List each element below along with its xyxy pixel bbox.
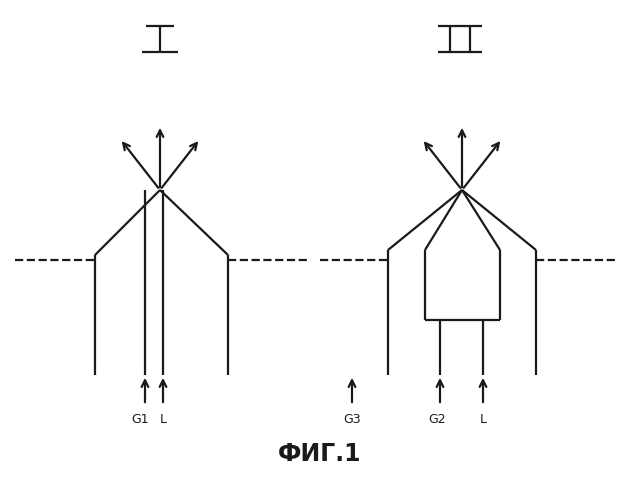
Text: G1: G1 bbox=[131, 413, 149, 426]
Text: G2: G2 bbox=[428, 413, 446, 426]
Text: L: L bbox=[159, 413, 166, 426]
Text: ФИГ.1: ФИГ.1 bbox=[278, 442, 362, 466]
Text: L: L bbox=[479, 413, 486, 426]
Text: G3: G3 bbox=[343, 413, 361, 426]
